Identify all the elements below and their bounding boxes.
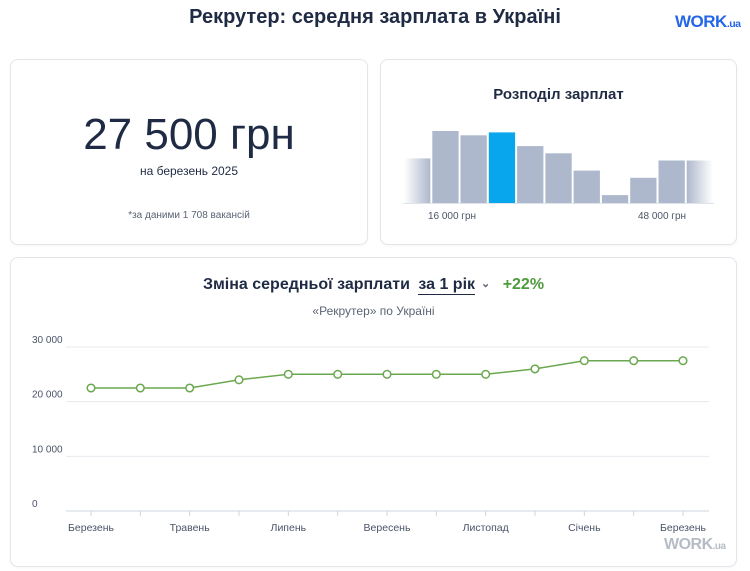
distribution-bar-2[interactable]	[460, 135, 487, 203]
logo-suffix-text: .ua	[726, 18, 741, 30]
chevron-down-icon[interactable]: ⌄	[481, 278, 491, 290]
salary-date: на березень 2025	[139, 164, 239, 178]
data-point-5[interactable]	[333, 369, 343, 379]
distribution-bar-8[interactable]	[630, 177, 657, 203]
logo-main-text: WORK	[675, 12, 727, 31]
distribution-max-label: 48 000 грн	[638, 211, 686, 222]
salary-distribution-card: Розподіл зарплат 16 000 грн 48 000 грн	[380, 59, 737, 245]
data-point-11[interactable]	[629, 356, 639, 366]
salary-source-note: *за даними 1 708 вакансій	[128, 210, 250, 221]
trend-subtitle: «Рекрутер» по Україні	[312, 304, 435, 318]
distribution-bar-0[interactable]	[404, 158, 431, 203]
distribution-bar-3[interactable]	[488, 132, 516, 203]
x-tick-label: Липень	[271, 522, 307, 534]
data-point-12[interactable]	[678, 356, 688, 366]
data-point-6[interactable]	[382, 369, 392, 379]
salary-trend-chart: 0 10 000 20 000 30 000 Березень Травень Липень…	[32, 335, 709, 534]
distribution-bar-5[interactable]	[545, 153, 572, 203]
x-tick-label: Березень	[660, 522, 707, 534]
distribution-bar-9[interactable]	[658, 160, 685, 204]
data-point-1[interactable]	[135, 383, 145, 393]
distribution-bar-7[interactable]	[601, 195, 629, 203]
data-point-7[interactable]	[431, 369, 441, 379]
distribution-bar-6[interactable]	[573, 170, 600, 203]
distribution-min-label: 16 000 грн	[428, 211, 476, 222]
data-point-3[interactable]	[234, 375, 244, 385]
distribution-chart: 16 000 грн 48 000 грн	[403, 131, 714, 222]
period-selector[interactable]: за 1 рік	[418, 276, 476, 295]
data-point-0[interactable]	[86, 383, 96, 393]
distribution-bar-10[interactable]	[686, 160, 713, 204]
distribution-title: Розподіл зарплат	[493, 86, 624, 103]
salary-trend-card: Зміна середньої зарплати за 1 рік ⌄ +22% …	[10, 257, 737, 567]
y-tick-label: 0	[32, 499, 38, 510]
average-salary-card: 27 500 грн на березень 2025 *за даними 1…	[10, 59, 368, 245]
data-point-10[interactable]	[579, 356, 589, 366]
work-ua-logo[interactable]: WORK.ua	[675, 12, 741, 32]
x-tick-label: Травень	[170, 522, 211, 534]
work-ua-watermark: WORK.ua	[664, 536, 726, 554]
distribution-bar-1[interactable]	[432, 131, 459, 203]
x-tick-label: Січень	[568, 522, 601, 534]
watermark-main-text: WORK	[664, 536, 713, 553]
distribution-bar-4[interactable]	[517, 146, 544, 203]
y-tick-label: 30 000	[32, 335, 63, 346]
y-tick-label: 20 000	[32, 390, 63, 401]
data-point-4[interactable]	[283, 369, 293, 379]
watermark-suffix-text: .ua	[712, 541, 726, 552]
trend-header: Зміна середньої зарплати за 1 рік ⌄ +22%	[11, 276, 736, 295]
x-tick-label: Березень	[68, 522, 115, 534]
data-point-9[interactable]	[530, 364, 540, 374]
y-tick-label: 10 000	[32, 444, 63, 455]
data-point-8[interactable]	[481, 369, 491, 379]
page-title: Рекрутер: середня зарплата в Україні	[189, 6, 561, 28]
data-point-2[interactable]	[185, 383, 195, 393]
trend-title: Зміна середньої зарплати	[202, 276, 410, 293]
x-tick-label: Листопад	[463, 522, 509, 534]
salary-change-badge: +22%	[502, 276, 545, 293]
x-tick-label: Вересень	[364, 522, 411, 534]
average-salary-value: 27 500 грн	[83, 110, 295, 159]
